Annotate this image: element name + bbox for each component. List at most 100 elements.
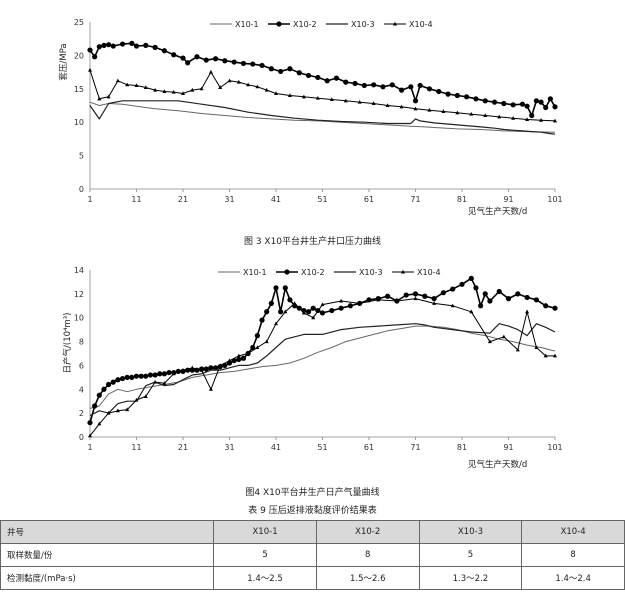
data-point-X10-2 (473, 285, 479, 291)
data-point-X10-2 (464, 94, 470, 100)
table-header-cell: X10-4 (521, 520, 625, 544)
data-point-X10-2 (185, 60, 191, 66)
data-point-X10-2 (380, 84, 386, 90)
data-point-X10-4 (427, 107, 432, 112)
data-point-X10-4 (543, 353, 548, 358)
data-point-X10-4 (236, 79, 241, 84)
data-point-X10-4 (171, 371, 176, 376)
table-cell: 1.4～2.4 (521, 566, 625, 590)
figure-4-caption: 图4 X10平台井生产日产气量曲线 (245, 488, 380, 498)
data-point-X10-2 (547, 96, 553, 102)
table-header-cell: 井号 (0, 520, 215, 544)
x-tick-label: 61 (364, 195, 374, 204)
data-point-X10-4 (236, 353, 241, 358)
legend-label-X10-4: X10-4 (417, 268, 441, 277)
data-point-X10-2 (501, 100, 507, 107)
data-point-X10-2 (524, 294, 530, 301)
data-point-X10-2 (231, 59, 237, 65)
data-point-X10-4 (264, 339, 269, 344)
x-tick-label: 31 (224, 195, 234, 204)
data-point-X10-4 (246, 351, 251, 355)
data-point-X10-4 (88, 433, 92, 438)
data-point-X10-4 (357, 301, 362, 305)
data-point-X10-2 (250, 61, 256, 67)
table-header-cell: X10-3 (418, 520, 523, 544)
data-point-X10-4 (450, 303, 455, 308)
legend-marker-X10-2 (276, 21, 282, 27)
data-point-X10-2 (543, 303, 549, 309)
data-point-X10-4 (125, 407, 130, 412)
x-tick-label: 31 (224, 443, 234, 452)
x-tick-label: 41 (271, 443, 281, 452)
data-point-X10-2 (408, 84, 414, 90)
data-point-X10-4 (218, 85, 223, 89)
series-line-X10-2 (89, 42, 556, 117)
data-point-X10-4 (125, 82, 130, 87)
data-point-X10-2 (482, 291, 488, 297)
x-tick-label: 21 (178, 195, 188, 204)
data-point-X10-4 (413, 106, 418, 111)
legend-marker-X10-4 (401, 269, 405, 274)
data-point-X10-2 (552, 104, 558, 110)
table-cell: 检测黏度/(mPa·s) (0, 566, 215, 590)
data-point-X10-4 (371, 101, 376, 105)
data-point-X10-2 (524, 103, 530, 109)
data-point-X10-4 (199, 368, 204, 372)
x-tick-label: 91 (503, 443, 513, 452)
data-point-X10-4 (376, 297, 381, 302)
data-point-X10-2 (310, 305, 316, 311)
data-point-X10-2 (543, 104, 549, 111)
data-point-X10-2 (278, 309, 284, 315)
data-point-X10-2 (212, 56, 219, 62)
data-point-X10-4 (134, 397, 139, 402)
data-point-X10-2 (347, 303, 353, 309)
table-9-viscosity-results: 井号 X10-1 X10-2 X10-3 X10-4 取样数量/份 5 8 5 … (0, 520, 625, 590)
data-point-X10-2 (519, 101, 526, 107)
data-point-X10-2 (389, 82, 395, 88)
data-point-X10-2 (282, 285, 288, 291)
data-point-X10-2 (436, 88, 442, 95)
data-point-X10-2 (324, 78, 330, 84)
data-point-X10-4 (181, 91, 185, 95)
table-header-cell: X10-2 (315, 520, 420, 544)
data-point-X10-4 (357, 99, 362, 104)
data-point-X10-4 (274, 321, 278, 326)
data-point-X10-2 (482, 98, 488, 104)
data-point-X10-2 (96, 44, 102, 50)
data-point-X10-2 (254, 333, 260, 339)
data-point-X10-2 (431, 296, 437, 302)
data-point-X10-4 (106, 410, 111, 415)
data-point-X10-4 (115, 408, 120, 413)
data-point-X10-2 (92, 54, 98, 60)
data-point-X10-2 (240, 355, 247, 361)
y-tick-label: 8 (79, 338, 84, 347)
data-point-X10-2 (361, 82, 367, 89)
data-point-X10-2 (157, 371, 163, 377)
data-point-X10-2 (147, 372, 154, 378)
y-tick-label: 25 (74, 18, 84, 27)
data-point-X10-2 (422, 293, 428, 299)
data-point-X10-4 (553, 118, 557, 123)
x-tick-label: 71 (410, 195, 420, 204)
table-row: 检测黏度/(mPa·s) 1.4～2.5 1.5～2.6 1.3～2.2 1.4… (0, 566, 625, 590)
data-point-X10-2 (138, 373, 144, 379)
data-point-X10-4 (399, 104, 404, 109)
data-point-X10-4 (483, 113, 488, 118)
data-point-X10-2 (106, 381, 112, 388)
data-point-X10-2 (533, 297, 540, 303)
y-tick-label: 0 (79, 185, 84, 194)
data-point-X10-4 (143, 85, 148, 89)
x-tick-label: 61 (364, 443, 374, 452)
table-header-row: 井号 X10-1 X10-2 X10-3 X10-4 (0, 520, 625, 544)
data-point-X10-2 (510, 102, 516, 108)
data-point-X10-2 (273, 285, 279, 291)
data-point-X10-4 (413, 296, 418, 301)
data-point-X10-2 (533, 98, 540, 104)
data-point-X10-2 (440, 290, 446, 296)
data-point-X10-2 (92, 403, 98, 409)
table-cell: 1.4～2.5 (213, 566, 317, 590)
data-point-X10-2 (236, 356, 242, 363)
data-point-X10-4 (199, 86, 204, 91)
data-point-X10-4 (469, 309, 474, 314)
